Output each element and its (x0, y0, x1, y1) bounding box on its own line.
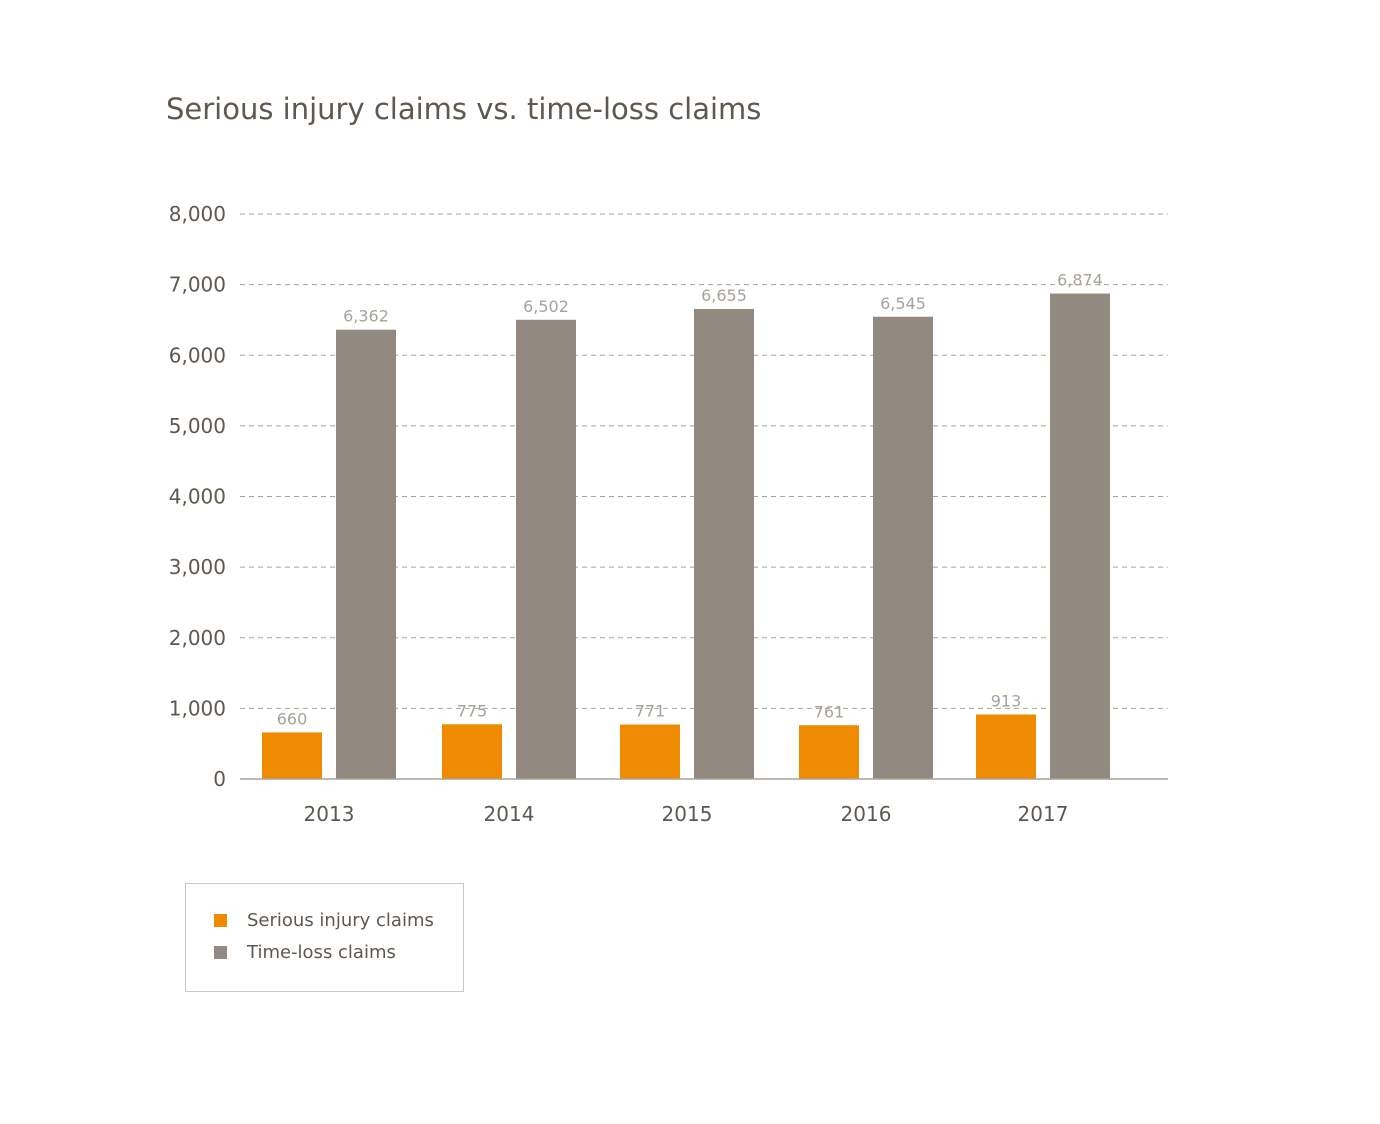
data-labels: 660 775 771 761 913 6,362 6,502 6,655 6,545 6,874 (277, 271, 1103, 729)
bars (262, 293, 1110, 779)
y-tick-label: 4,000 (169, 485, 226, 509)
legend-item-serious-injury[interactable]: Serious injury claims (214, 910, 434, 931)
data-label-time-loss: 6,502 (523, 297, 569, 316)
y-tick-label: 1,000 (169, 696, 226, 720)
bar-time-loss (516, 319, 576, 779)
legend-swatch-serious-injury (214, 914, 227, 927)
x-tick-label: 2014 (484, 802, 535, 826)
data-label-time-loss: 6,874 (1057, 271, 1103, 290)
bar-time-loss (336, 329, 396, 779)
data-label-serious-injury: 761 (814, 702, 845, 721)
data-label-serious-injury: 771 (635, 702, 666, 721)
data-label-time-loss: 6,362 (343, 307, 389, 326)
legend-swatch-time-loss (214, 946, 227, 959)
y-tick-label: 7,000 (169, 273, 226, 297)
x-tick-label: 2013 (304, 802, 355, 826)
bar-serious-injury (799, 725, 859, 779)
y-tick-label: 8,000 (169, 202, 226, 226)
bar-serious-injury (976, 714, 1036, 779)
data-label-time-loss: 6,545 (880, 294, 926, 313)
y-tick-label: 0 (213, 767, 226, 791)
x-tick-label: 2015 (662, 802, 713, 826)
bar-serious-injury (442, 724, 502, 779)
legend: Serious injury claims Time-loss claims (185, 883, 464, 992)
bar-time-loss (694, 308, 754, 779)
legend-item-time-loss[interactable]: Time-loss claims (214, 942, 396, 963)
data-label-serious-injury: 775 (457, 701, 488, 720)
y-tick-label: 5,000 (169, 414, 226, 438)
bar-serious-injury (262, 732, 322, 779)
bar-time-loss (873, 316, 933, 779)
data-label-serious-injury: 660 (277, 709, 308, 728)
bar-serious-injury (620, 724, 680, 779)
data-label-time-loss: 6,655 (701, 286, 747, 305)
bar-time-loss (1050, 293, 1110, 779)
chart-title: Serious injury claims vs. time-loss clai… (166, 92, 762, 126)
y-tick-label: 2,000 (169, 626, 226, 650)
legend-label-time-loss: Time-loss claims (247, 942, 396, 963)
x-tick-label: 2017 (1018, 802, 1069, 826)
axes: 0 1,000 2,000 3,000 4,000 5,000 6,000 7,000 8,00… (169, 202, 1168, 826)
x-tick-label: 2016 (841, 802, 892, 826)
data-label-serious-injury: 913 (991, 692, 1022, 711)
y-tick-label: 6,000 (169, 343, 226, 367)
y-tick-label: 3,000 (169, 555, 226, 579)
legend-label-serious-injury: Serious injury claims (247, 910, 434, 931)
